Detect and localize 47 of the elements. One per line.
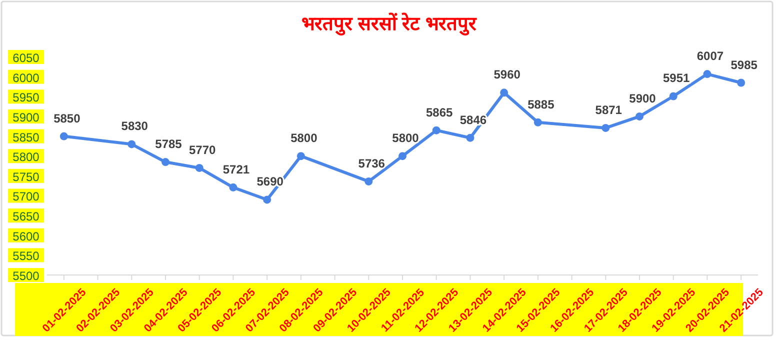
point: [263, 196, 272, 204]
point: [602, 124, 610, 132]
point: [195, 164, 204, 172]
data-label: 5850: [54, 111, 81, 126]
y-tick-label: 5750: [12, 170, 40, 184]
point: [364, 177, 373, 186]
data-label: 5721: [222, 162, 250, 176]
data-label: 5800: [290, 131, 318, 146]
point: [636, 112, 644, 120]
y-tick-label: 5650: [12, 210, 40, 224]
point: [432, 126, 440, 134]
data-label: 5900: [629, 91, 656, 106]
point: [737, 78, 746, 87]
y-tick-label: 5600: [12, 229, 40, 244]
data-label: 5785: [155, 137, 182, 152]
data-label: 5865: [426, 105, 454, 120]
point: [398, 152, 406, 160]
data-label: 5830: [121, 119, 148, 134]
data-label: 5960: [494, 68, 521, 82]
y-tick-label: 6050: [12, 51, 40, 65]
point: [128, 140, 136, 148]
point: [703, 70, 712, 78]
y-tick-label: 5950: [12, 90, 40, 105]
data-label: 6007: [696, 49, 724, 64]
data-label: 5800: [392, 131, 420, 146]
y-tick-label: 5900: [12, 110, 40, 124]
point: [296, 152, 305, 160]
data-label: 5871: [595, 102, 622, 117]
y-tick-label: 5850: [12, 130, 40, 144]
data-label: 5770: [189, 142, 216, 157]
data-label: 5951: [663, 71, 690, 86]
point: [60, 132, 68, 140]
point: [669, 92, 678, 100]
data-label: 5985: [730, 58, 758, 72]
y-tick-label: 5500: [12, 269, 40, 283]
point: [229, 183, 238, 192]
y-tick-label: 6000: [12, 70, 40, 85]
point: [534, 118, 542, 126]
y-tick-label: 5800: [12, 150, 40, 164]
data-label: 5736: [358, 156, 386, 170]
point: [162, 158, 170, 166]
y-tick-label: 5550: [12, 249, 40, 264]
point: [466, 134, 474, 142]
point: [500, 88, 508, 97]
chart-title: भरतपुर सरसों रेट भरतपुर: [302, 12, 478, 36]
y-tick-label: 5700: [12, 190, 40, 204]
data-label: 5885: [528, 97, 555, 112]
